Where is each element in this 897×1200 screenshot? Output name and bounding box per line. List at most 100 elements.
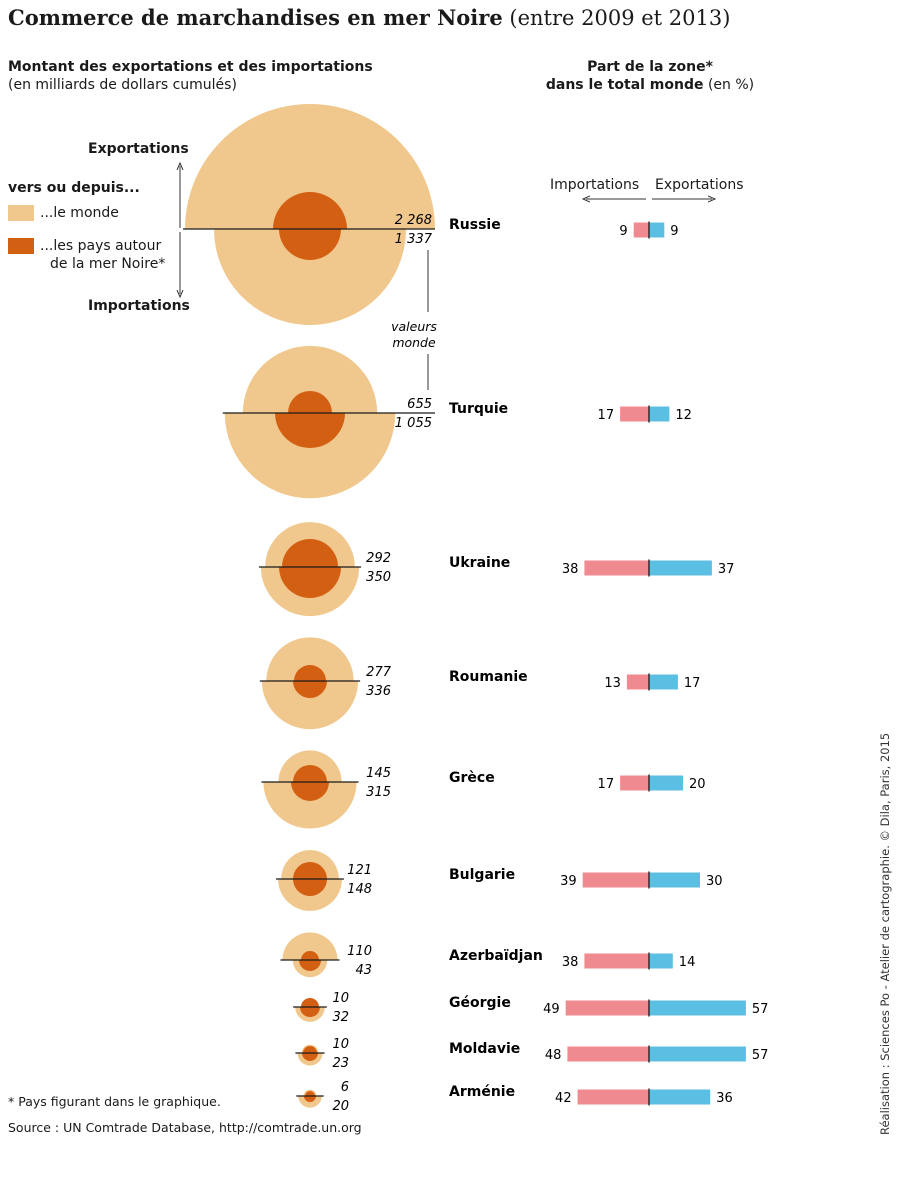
exports-share-bar-bulgarie [649,872,700,888]
region-imports-half-azerbaidjan [299,960,321,971]
country-label-turquie: Turquie [449,401,508,417]
country-label-moldavie: Moldavie [449,1041,520,1057]
exports-share-label-russie: 9 [670,224,678,239]
world-exports-label-turquie: 655 [407,397,432,412]
exports-share-bar-roumanie [649,674,678,690]
imports-share-label-turquie: 17 [598,408,615,423]
world-exports-label-moldavie: 10 [332,1037,349,1052]
legend-title: vers ou depuis... [8,180,140,196]
world-imports-label-ukraine: 350 [366,570,391,585]
country-label-armenie: Arménie [449,1084,515,1100]
exports-share-bar-armenie [649,1089,711,1105]
region-imports-half-moldavie [302,1053,318,1061]
exports-share-label-azerbaidjan: 14 [679,955,696,970]
world-imports-half-russie [214,229,406,325]
share-axis-exports: Exportations [655,177,744,193]
left-header-line1: Montant des exportations et des importat… [8,59,373,75]
imports-share-bar-moldavie [567,1046,649,1062]
region-exports-half-azerbaidjan [301,951,319,960]
region-exports-half-roumanie [294,665,326,681]
world-exports-label-russie: 2 268 [395,213,432,228]
exports-share-label-grece: 20 [689,777,706,792]
right-header: Part de la zone* dans le total monde (en… [540,58,760,94]
exports-share-label-ukraine: 37 [718,562,735,577]
world-imports-label-azerbaidjan: 43 [355,963,372,978]
imports-share-label-grece: 17 [598,777,615,792]
world-imports-label-russie: 1 337 [395,232,433,247]
world-values-label-1: valeurs [391,319,437,334]
exports-share-label-armenie: 36 [716,1091,733,1106]
world-exports-label-grece: 145 [366,766,391,781]
region-exports-half-grece [293,765,327,782]
right-header-line2-rest: (en %) [707,77,755,93]
region-imports-half-roumanie [293,681,327,698]
world-exports-half-roumanie [266,637,354,681]
country-label-bulgarie: Bulgarie [449,867,515,883]
legend-region-line2: de la mer Noire* [50,256,166,272]
exports-share-bar-turquie [649,406,670,422]
source: Source : UN Comtrade Database, http://co… [8,1120,362,1135]
left-header-line2: (en milliards de dollars cumulés) [8,77,237,93]
world-imports-label-georgie: 32 [332,1010,349,1025]
world-exports-half-azerbaidjan [282,932,338,960]
imports-share-bar-armenie [577,1089,649,1105]
region-exports-half-bulgarie [293,862,327,879]
exports-share-bar-ukraine [649,560,712,576]
country-label-grece: Grèce [449,770,495,786]
imports-share-bar-bulgarie [582,872,649,888]
world-values-label-2: monde [392,335,436,350]
share-axis-imports: Importations [550,177,640,193]
world-imports-half-roumanie [261,681,359,730]
country-label-ukraine: Ukraine [449,555,510,571]
credit: Réalisation : Sciences Po - Atelier de c… [878,732,892,1135]
world-exports-label-georgie: 10 [332,991,349,1006]
exports-share-label-moldavie: 57 [752,1048,769,1063]
legend-world-label: ...le monde [40,205,119,221]
region-imports-half-bulgarie [293,879,327,896]
imports-share-label-armenie: 42 [555,1091,572,1106]
region-exports-half-armenie [305,1091,315,1096]
imports-share-bar-grece [620,775,649,791]
world-imports-label-roumanie: 336 [366,684,391,699]
world-exports-label-armenie: 6 [341,1080,349,1095]
imports-share-bar-roumanie [626,674,649,690]
world-imports-label-bulgarie: 148 [347,882,372,897]
exports-share-label-roumanie: 17 [684,676,701,691]
chart-title-sub: (entre 2009 et 2013) [509,6,731,30]
region-imports-half-russie [279,229,341,260]
exports-share-bar-georgie [649,1000,746,1016]
imports-share-bar-turquie [620,406,649,422]
world-imports-label-grece: 315 [366,785,391,800]
country-label-roumanie: Roumanie [449,669,528,685]
imports-share-bar-georgie [565,1000,649,1016]
world-exports-label-roumanie: 277 [366,665,392,680]
country-label-azerbaidjan: Azerbaïdjan [449,948,543,964]
legend-region-line1: ...les pays autour [40,238,162,254]
legend-imports-label: Importations [88,298,190,314]
region-imports-half-ukraine [279,567,341,598]
exports-share-bar-azerbaidjan [649,953,673,969]
exports-share-bar-moldavie [649,1046,746,1062]
region-exports-half-russie [273,192,347,229]
imports-share-label-russie: 9 [619,224,627,239]
imports-share-label-ukraine: 38 [562,562,579,577]
region-exports-half-turquie [288,391,332,413]
region-exports-half-ukraine [282,539,338,567]
country-label-russie: Russie [449,217,501,233]
imports-share-label-bulgarie: 39 [560,874,577,889]
exports-share-bar-grece [649,775,683,791]
world-imports-half-grece [263,782,357,829]
right-header-line2-bold: dans le total monde [545,77,704,93]
imports-share-label-roumanie: 13 [604,676,621,691]
imports-share-bar-azerbaidjan [584,953,649,969]
imports-share-bar-ukraine [584,560,649,576]
legend-exports-label: Exportations [88,141,189,157]
legend-region-label: ...les pays autour de la mer Noire* [40,237,165,273]
region-exports-half-moldavie [303,1046,317,1053]
world-imports-half-turquie [224,413,396,499]
exports-share-label-turquie: 12 [675,408,692,423]
footnote: * Pays figurant dans le graphique. [8,1094,221,1109]
region-imports-half-georgie [300,1007,320,1017]
world-exports-label-bulgarie: 121 [347,863,372,878]
